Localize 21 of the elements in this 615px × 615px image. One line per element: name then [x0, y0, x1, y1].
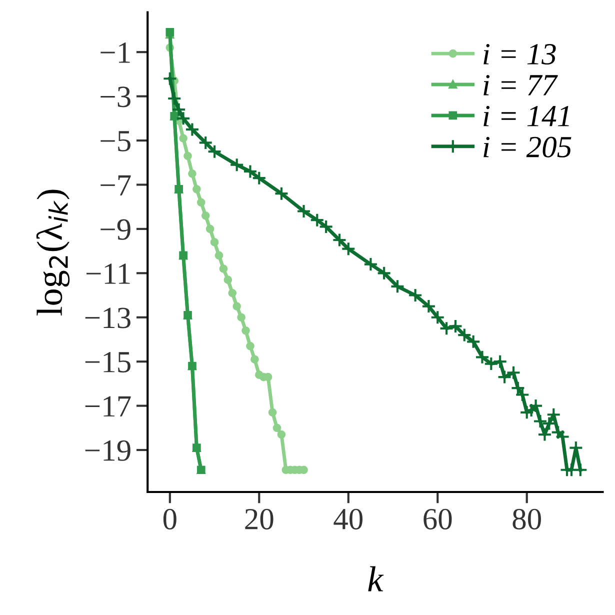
legend-label: i = 13: [484, 44, 556, 65]
legend-label: i = 141: [484, 106, 569, 126]
y-tick-label: −13: [85, 308, 130, 328]
y-tick-label: −5: [100, 131, 130, 152]
y-tick-label: −9: [100, 219, 130, 240]
legend-label: i = 205: [484, 136, 572, 158]
x-tick-label: 40: [334, 508, 362, 530]
y-tick-label: −11: [86, 264, 130, 284]
x-tick-label: 80: [512, 508, 541, 530]
x-axis-title: k: [368, 566, 384, 592]
y-tick-label: −1: [100, 42, 130, 63]
y-tick-label: −19: [85, 440, 130, 461]
y-tick-label: −3: [100, 86, 130, 108]
x-tick-label: 20: [245, 508, 274, 530]
y-tick-label: −7: [100, 175, 131, 196]
x-tick-label: 60: [424, 508, 452, 530]
y-tick-label: −15: [85, 352, 130, 372]
x-tick-label: 0: [163, 508, 176, 530]
legend-label: i = 77: [484, 74, 558, 96]
y-tick-label: −17: [85, 396, 131, 416]
y-axis-title: log$_{2}$(λ$_{ik}$): [36, 190, 70, 316]
